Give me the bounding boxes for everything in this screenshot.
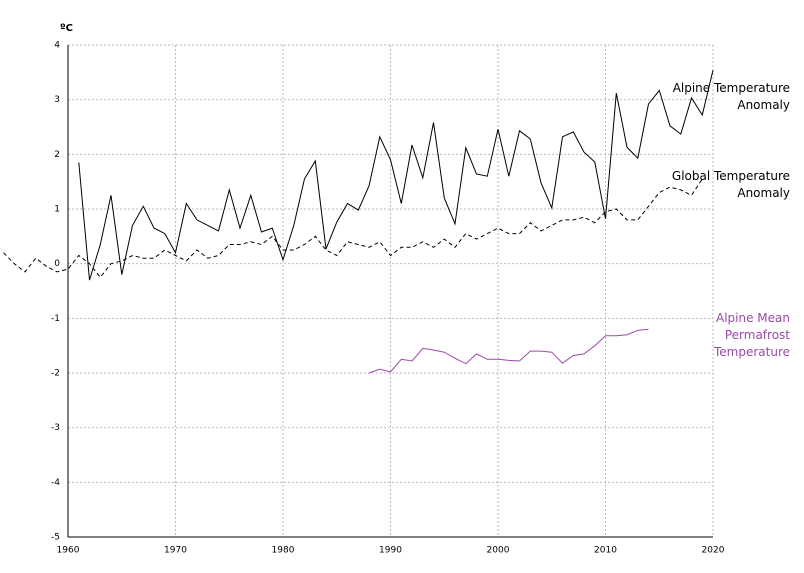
series-label: Alpine Mean Permafrost Temperature [713, 311, 790, 359]
y-tick-label: 0 [54, 259, 60, 269]
x-tick-label: 1960 [57, 546, 80, 556]
x-tick-label: 1970 [164, 546, 187, 556]
y-tick-label: -2 [51, 369, 60, 379]
y-tick-label: -3 [51, 423, 60, 433]
series-line [3, 178, 703, 279]
y-axis-label: ºC [60, 23, 73, 34]
y-tick-label: 2 [54, 150, 60, 160]
series-line [368, 328, 649, 374]
series-label: Global Temperature Anomaly [671, 169, 790, 200]
x-tick-label: 2020 [702, 546, 725, 556]
series-label: Alpine Temperature Anomaly [672, 81, 790, 112]
y-tick-label: 1 [54, 205, 60, 215]
series-line [78, 69, 714, 281]
x-tick-label: 2000 [487, 546, 510, 556]
y-tick-label: 3 [54, 95, 60, 105]
x-tick-label: 1980 [272, 546, 295, 556]
y-tick-label: -4 [51, 478, 60, 488]
y-tick-label: -5 [51, 533, 60, 543]
x-tick-label: 1990 [379, 546, 402, 556]
x-tick-label: 2010 [594, 546, 617, 556]
y-tick-label: -1 [51, 314, 60, 324]
y-tick-label: 4 [54, 41, 60, 51]
